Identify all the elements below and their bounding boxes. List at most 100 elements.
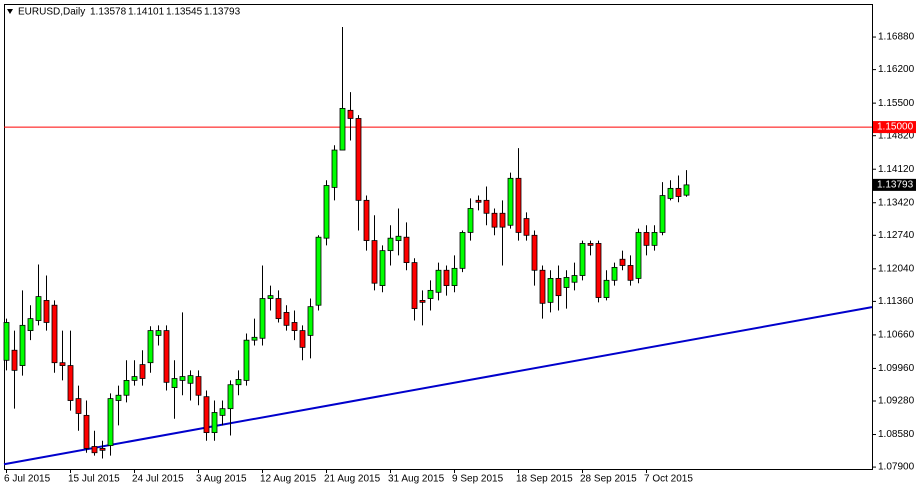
candle-body bbox=[179, 376, 186, 381]
candle-body bbox=[507, 177, 514, 226]
y-tick-label: 1.10660 bbox=[878, 330, 915, 341]
candle-body bbox=[291, 322, 298, 332]
candle-body bbox=[547, 278, 554, 303]
candle-body bbox=[635, 232, 642, 279]
candle-body bbox=[43, 300, 50, 323]
candle-body bbox=[355, 118, 362, 201]
candle-body bbox=[595, 243, 602, 298]
candle-body bbox=[227, 384, 234, 410]
y-tick-label: 1.09280 bbox=[878, 396, 915, 407]
candle-body bbox=[659, 195, 666, 233]
candle-body bbox=[155, 330, 162, 336]
candle-body bbox=[667, 187, 674, 199]
candle-body bbox=[499, 212, 506, 228]
candle-body bbox=[187, 375, 194, 384]
candle-body bbox=[275, 298, 282, 320]
y-tick-label: 1.16200 bbox=[878, 64, 915, 75]
candle-body bbox=[539, 269, 546, 304]
x-tick-label: 12 Aug 2015 bbox=[260, 474, 317, 485]
candle-body bbox=[83, 414, 90, 449]
candle-body bbox=[67, 365, 74, 401]
candle-body bbox=[115, 394, 122, 401]
y-tick-label: 1.09960 bbox=[878, 363, 915, 374]
candle-body bbox=[91, 446, 98, 454]
candle-body bbox=[459, 232, 466, 269]
x-tick-label: 3 Aug 2015 bbox=[196, 474, 247, 485]
candle-body bbox=[19, 324, 26, 366]
candle-body bbox=[627, 265, 634, 281]
y-tick-label: 1.13420 bbox=[878, 197, 915, 208]
last-close: 1.13793 bbox=[204, 7, 241, 18]
candle-body bbox=[611, 266, 618, 281]
candle-body bbox=[371, 240, 378, 284]
trend-line bbox=[3, 306, 873, 466]
menu-arrow[interactable] bbox=[7, 9, 13, 14]
candle-body bbox=[531, 234, 538, 271]
candle-body bbox=[51, 304, 58, 364]
candle-body bbox=[59, 362, 66, 366]
x-tick-label: 15 Jul 2015 bbox=[68, 474, 120, 485]
candle-body bbox=[395, 235, 402, 241]
candle-body bbox=[675, 187, 682, 197]
candle-body bbox=[363, 199, 370, 241]
y-tick-label: 1.14120 bbox=[878, 164, 915, 175]
candle-body bbox=[467, 208, 474, 233]
candle-body bbox=[563, 277, 570, 288]
y-tick-label: 1.08580 bbox=[878, 429, 915, 440]
candle-body bbox=[379, 250, 386, 286]
candle-body bbox=[403, 236, 410, 263]
candle-body bbox=[435, 269, 442, 293]
candle-body bbox=[515, 177, 522, 233]
plot-frame bbox=[4, 4, 873, 470]
x-tick-label: 21 Aug 2015 bbox=[324, 474, 381, 485]
candle-body bbox=[387, 237, 394, 252]
candle-body bbox=[267, 295, 274, 299]
candle-body bbox=[523, 218, 530, 236]
candle-body bbox=[643, 232, 650, 246]
candle-body bbox=[139, 364, 146, 379]
last-low: 1.13545 bbox=[166, 7, 203, 18]
candle-body bbox=[299, 330, 306, 348]
candle-body bbox=[131, 376, 138, 381]
candle-body bbox=[443, 269, 450, 286]
candle-body bbox=[75, 398, 82, 414]
y-tick-label: 1.07900 bbox=[878, 462, 915, 473]
chart-symbol: EURUSD,Daily bbox=[18, 7, 85, 18]
candle-body bbox=[483, 199, 490, 214]
last-open: 1.13578 bbox=[90, 7, 127, 18]
y-tick-label: 1.14820 bbox=[878, 130, 915, 141]
y-tick-label: 1.15500 bbox=[878, 98, 915, 109]
x-tick-label: 9 Sep 2015 bbox=[452, 474, 504, 485]
x-tick-label: 6 Jul 2015 bbox=[4, 474, 51, 485]
candle-body bbox=[251, 336, 258, 341]
candle-body bbox=[283, 312, 290, 326]
candle-body bbox=[491, 212, 498, 228]
y-tick-label: 1.16880 bbox=[878, 32, 915, 43]
candle-body bbox=[555, 278, 562, 297]
candle-body bbox=[419, 300, 426, 303]
candle-body bbox=[427, 289, 434, 299]
candle-body bbox=[451, 267, 458, 286]
x-tick-label: 18 Sep 2015 bbox=[516, 474, 573, 485]
y-tick-label: 1.12740 bbox=[878, 230, 915, 241]
last-high: 1.14101 bbox=[128, 7, 165, 18]
candle-body bbox=[315, 236, 322, 306]
current-price-box bbox=[873, 178, 916, 191]
candle-body bbox=[203, 396, 210, 434]
candle-body bbox=[579, 243, 586, 276]
y-tick-label: 1.11360 bbox=[878, 296, 914, 307]
candle-body bbox=[603, 279, 610, 298]
candle-body bbox=[107, 398, 114, 446]
candle-body bbox=[587, 243, 594, 246]
candle-body bbox=[347, 109, 354, 119]
price-label: 1.15000 bbox=[877, 122, 914, 133]
candle-body bbox=[475, 199, 482, 203]
candle-body bbox=[219, 408, 226, 416]
candle-body bbox=[163, 330, 170, 383]
candle-body bbox=[619, 258, 626, 266]
candle-body bbox=[683, 184, 690, 196]
candle-body bbox=[195, 376, 202, 396]
candle-body bbox=[3, 322, 10, 361]
y-tick-label: 1.12040 bbox=[878, 263, 915, 274]
